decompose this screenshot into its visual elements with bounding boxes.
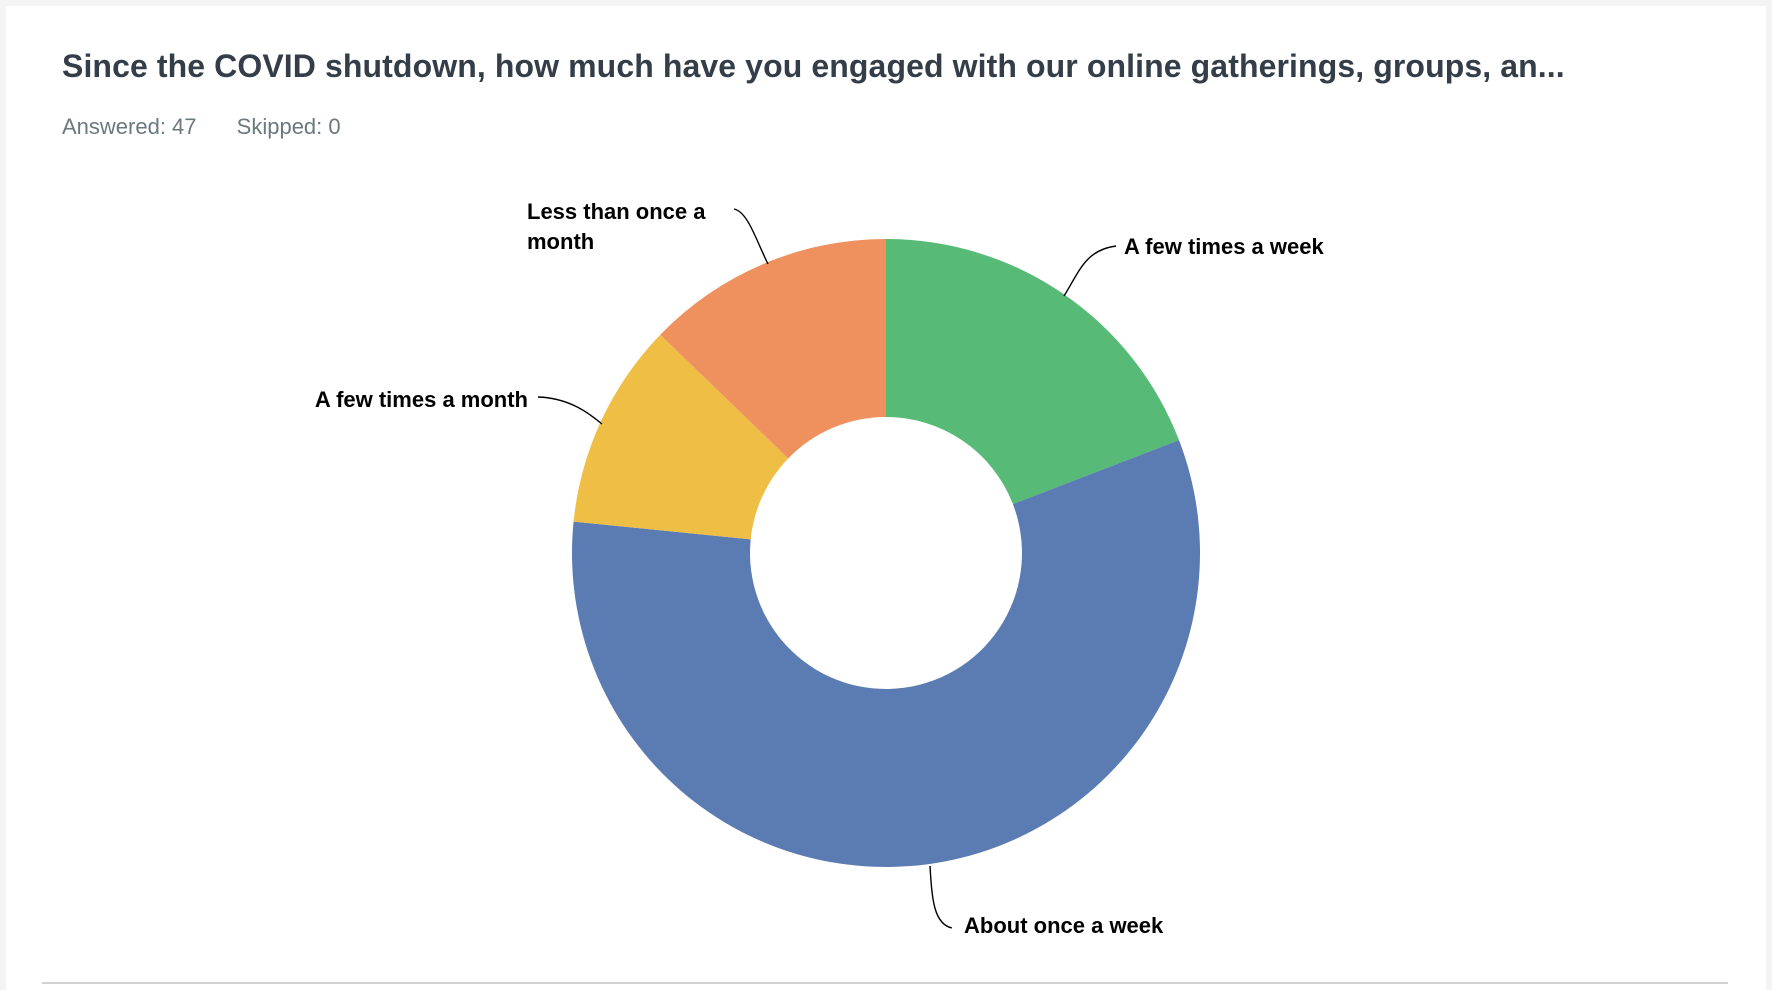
bottom-divider <box>42 982 1728 984</box>
answered-count: Answered: 47 <box>62 114 197 139</box>
response-stats: Answered: 47 Skipped: 0 <box>62 114 375 140</box>
slice-label-1: A few times a week <box>1124 234 1324 259</box>
slice-label-4: Less than once a month <box>527 199 706 254</box>
slice-label-2: About once a week <box>964 913 1164 938</box>
donut-slice-3 <box>573 334 789 540</box>
leader-line-3 <box>537 396 603 425</box>
leader-line-1 <box>1063 245 1117 297</box>
donut-slice-4 <box>660 239 886 459</box>
leader-lines <box>537 208 1117 929</box>
donut-slices <box>572 239 1201 868</box>
leader-line-4 <box>733 208 769 265</box>
slice-labels: A few times a week About once a week A few… <box>315 199 1325 938</box>
donut-slice-1 <box>886 239 1180 505</box>
skipped-count: Skipped: 0 <box>236 114 341 139</box>
donut-slice-2 <box>572 440 1201 868</box>
slice-label-3: A few times a month <box>315 387 528 412</box>
leader-line-2 <box>929 865 953 929</box>
question-title: Since the COVID shutdown, how much have … <box>62 48 1565 84</box>
